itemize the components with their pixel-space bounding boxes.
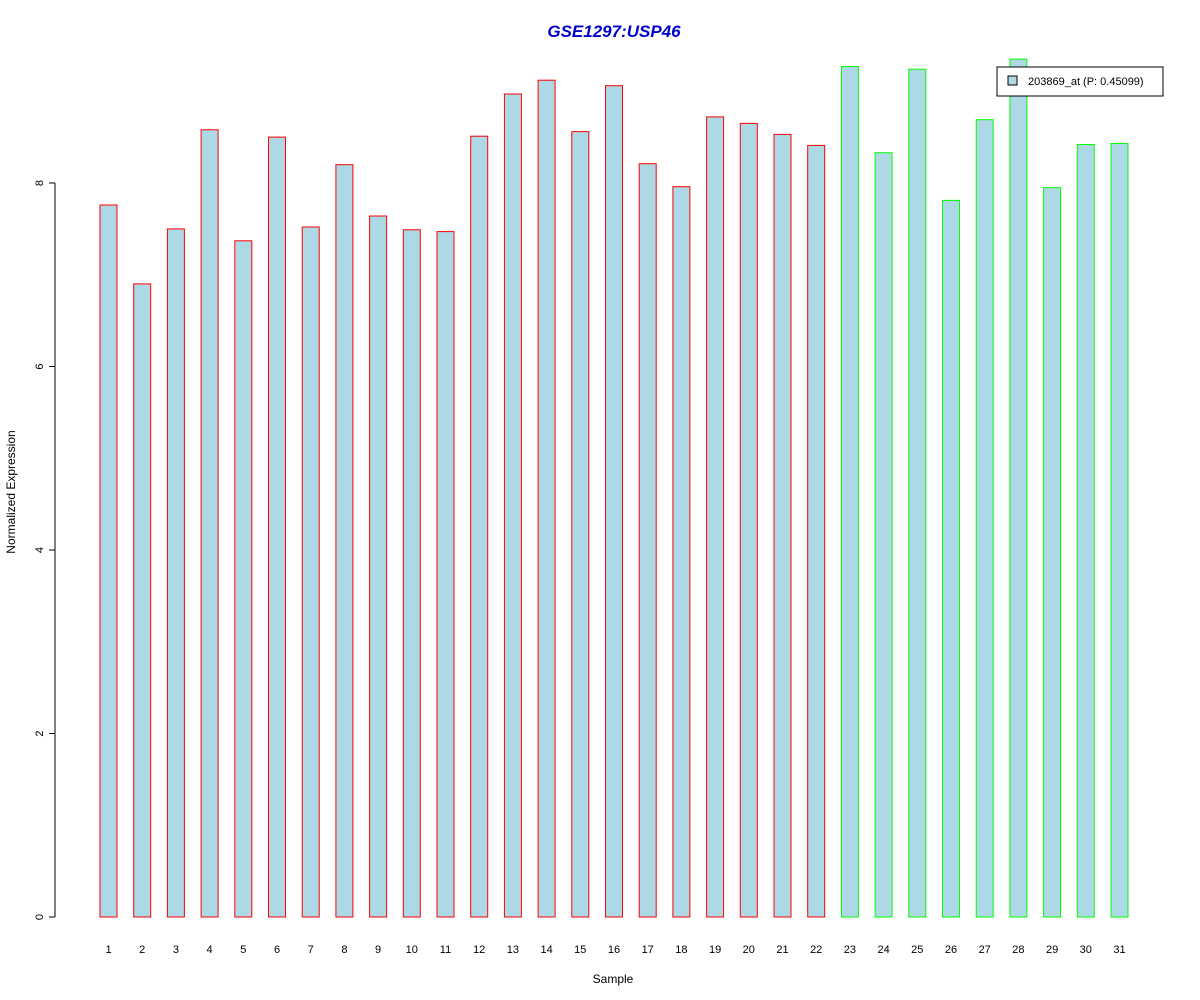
x-tick-label: 7: [308, 944, 314, 956]
x-tick-label: 26: [945, 944, 957, 956]
bar-sample-20: [739, 122, 758, 918]
x-tick-label: 31: [1113, 944, 1125, 956]
legend-label: 203869_at (P: 0.45099): [1028, 76, 1144, 88]
bar-sample-23: [840, 66, 859, 918]
x-tick-label: 20: [743, 944, 755, 956]
bar-sample-30: [1076, 144, 1095, 918]
x-tick-label: 25: [911, 944, 923, 956]
x-tick-label: 6: [274, 944, 280, 956]
bar-sample-27: [975, 119, 994, 918]
x-tick-label: 5: [240, 944, 246, 956]
bar-sample-4: [200, 129, 219, 918]
x-tick-label: 10: [406, 944, 418, 956]
x-tick-label: 11: [440, 944, 451, 956]
bar-sample-5: [234, 240, 253, 918]
bar-sample-17: [638, 163, 657, 918]
bar-sample-14: [537, 79, 556, 918]
x-tick-label: 28: [1012, 944, 1024, 956]
y-tick-label: 6: [34, 363, 46, 369]
x-tick-label: 29: [1046, 944, 1058, 956]
x-tick-label: 22: [810, 944, 822, 956]
x-tick-label: 12: [473, 944, 485, 956]
x-tick-labels: 1 2 3 4 5 6 7 8 9 10 11 12 13 14 15 16 17 18 19 20 21 22 23 24 2…: [105, 944, 1125, 956]
bar-sample-11: [436, 231, 455, 918]
bar-sample-28: [1009, 58, 1028, 918]
bar-sample-19: [706, 116, 725, 918]
y-tick-label: 0: [34, 914, 46, 920]
x-tick-label: 18: [675, 944, 687, 956]
x-tick-label: 13: [507, 944, 519, 956]
bar-sample-10: [402, 229, 421, 918]
bar-sample-13: [503, 93, 522, 918]
bar-sample-1: [99, 204, 118, 918]
x-tick-label: 23: [844, 944, 856, 956]
bar-sample-16: [605, 85, 623, 918]
bar-sample-6: [268, 136, 286, 918]
bar-sample-3: [166, 228, 185, 918]
x-tick-label: 21: [776, 944, 788, 956]
x-tick-label: 30: [1080, 944, 1092, 956]
chart-title: GSE1297:USP46: [547, 22, 681, 41]
x-axis-title: Sample: [593, 972, 634, 986]
bar-sample-18: [672, 186, 691, 918]
x-tick-label: 1: [105, 944, 111, 956]
y-axis-title: Normalized Expression: [4, 430, 18, 553]
y-tick-label: 8: [34, 180, 46, 186]
bar-sample-29: [1043, 187, 1062, 918]
y-tick-label: 2: [34, 730, 46, 736]
bar-sample-7: [301, 226, 320, 918]
x-tick-label: 24: [877, 944, 889, 956]
x-tick-label: 16: [608, 944, 620, 956]
x-tick-label: 8: [341, 944, 347, 956]
bar-sample-26: [942, 199, 960, 918]
bar-sample-8: [335, 164, 354, 918]
legend-box: [996, 66, 1164, 97]
y-axis: 0 2 4 6 8: [34, 180, 56, 920]
legend-swatch: [1007, 75, 1018, 86]
y-tick-label: 4: [34, 547, 46, 553]
x-tick-label: 9: [375, 944, 381, 956]
bar-sample-21: [773, 133, 792, 918]
bar-sample-24: [874, 152, 893, 918]
bar-sample-2: [133, 283, 152, 918]
bar-sample-12: [470, 135, 489, 918]
x-tick-label: 2: [139, 944, 145, 956]
bars: [99, 58, 1129, 918]
x-tick-label: 4: [207, 944, 213, 956]
x-tick-label: 15: [574, 944, 586, 956]
x-tick-label: 19: [709, 944, 721, 956]
bar-sample-22: [807, 144, 826, 918]
bar-sample-15: [571, 131, 590, 918]
bar-sample-25: [908, 68, 927, 918]
legend: 203869_at (P: 0.45099): [996, 66, 1164, 97]
x-tick-label: 14: [540, 944, 552, 956]
x-tick-label: 27: [979, 944, 991, 956]
x-tick-label: 17: [642, 944, 654, 956]
x-tick-label: 3: [173, 944, 179, 956]
bar-sample-9: [369, 215, 388, 918]
bar-sample-31: [1110, 143, 1129, 918]
